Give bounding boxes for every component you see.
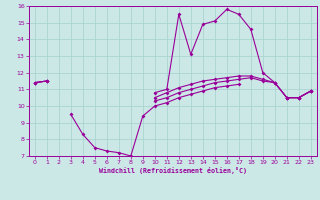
X-axis label: Windchill (Refroidissement éolien,°C): Windchill (Refroidissement éolien,°C): [99, 167, 247, 174]
